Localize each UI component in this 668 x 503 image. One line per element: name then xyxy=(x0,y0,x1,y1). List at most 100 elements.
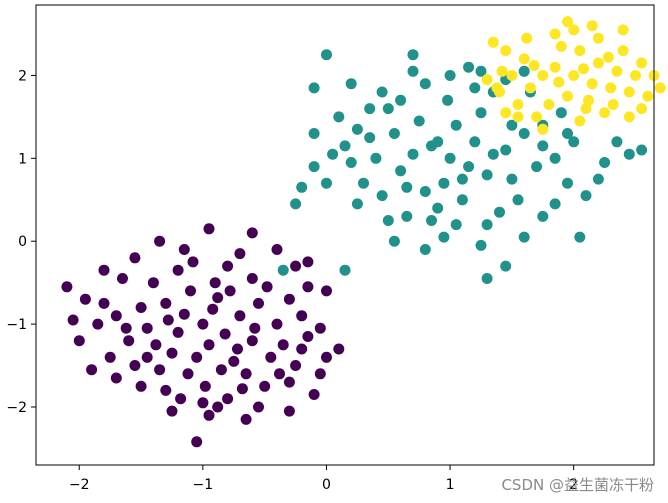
scatter-point xyxy=(110,310,122,322)
scatter-point xyxy=(364,103,376,115)
scatter-point xyxy=(562,128,573,139)
y-tick-label: −2 xyxy=(6,400,27,416)
scatter-point xyxy=(506,119,518,131)
scatter-point xyxy=(370,152,382,164)
scatter-point xyxy=(506,70,518,81)
scatter-point xyxy=(562,177,573,189)
scatter-point xyxy=(426,215,437,226)
scatter-point xyxy=(253,297,264,309)
scatter-point xyxy=(401,210,413,222)
scatter-point xyxy=(265,351,277,363)
scatter-point xyxy=(166,405,178,417)
y-tick-label: 1 xyxy=(18,151,27,167)
scatter-point xyxy=(172,264,184,276)
scatter-point xyxy=(86,364,98,376)
scatter-point xyxy=(549,28,561,40)
scatter-point xyxy=(222,260,234,272)
scatter-point xyxy=(182,368,194,380)
scatter-point xyxy=(215,364,227,376)
y-axis: −2 −1 0 1 2 xyxy=(6,68,36,416)
plot-area xyxy=(36,5,654,465)
scatter-point xyxy=(160,297,172,309)
scatter-point xyxy=(203,339,215,351)
scatter-point xyxy=(562,16,573,28)
x-tick-label: 1 xyxy=(446,477,455,493)
scatter-point xyxy=(203,409,215,421)
scatter-point xyxy=(521,32,533,44)
scatter-point xyxy=(123,335,135,347)
scatter-point xyxy=(549,61,561,73)
scatter-point xyxy=(277,339,289,351)
scatter-point xyxy=(518,53,530,65)
scatter-point xyxy=(333,343,345,355)
scatter-point xyxy=(154,235,166,247)
scatter-point xyxy=(162,314,174,326)
scatter-point xyxy=(92,318,104,330)
scatter-point xyxy=(209,277,221,289)
scatter-point xyxy=(537,210,549,222)
scatter-point xyxy=(578,63,589,75)
scatter-point xyxy=(438,177,450,189)
scatter-point xyxy=(191,351,203,363)
scatter-point xyxy=(611,136,623,148)
scatter-point xyxy=(308,389,320,400)
scatter-point xyxy=(302,331,314,342)
scatter-point xyxy=(240,368,252,380)
scatter-point xyxy=(290,198,302,210)
scatter-point xyxy=(463,161,475,173)
scatter-point xyxy=(481,219,493,231)
scatter-point xyxy=(586,20,598,32)
scatter-point xyxy=(197,397,209,409)
scatter-point xyxy=(135,380,147,392)
scatter-point xyxy=(456,173,468,185)
scatter-point xyxy=(496,65,508,77)
x-tick-label: −1 xyxy=(193,477,214,493)
scatter-point xyxy=(636,57,648,69)
x-tick-label: 0 xyxy=(322,477,331,493)
scatter-point xyxy=(562,90,573,102)
scatter-point xyxy=(574,115,586,127)
scatter-point xyxy=(537,123,549,135)
scatter-point xyxy=(555,107,567,119)
scatter-point xyxy=(175,393,187,405)
cluster-series-2 xyxy=(481,16,666,135)
x-tick-label: 2 xyxy=(569,477,578,493)
scatter-point xyxy=(568,70,580,81)
scatter-point xyxy=(321,351,332,363)
scatter-point xyxy=(197,318,209,330)
scatter-point xyxy=(407,148,419,160)
scatter-point xyxy=(283,376,295,388)
scatter-point xyxy=(481,169,493,181)
scatter-point xyxy=(512,194,524,206)
scatter-point xyxy=(592,173,604,185)
scatter-point xyxy=(388,128,400,139)
scatter-point xyxy=(419,78,431,90)
scatter-point xyxy=(388,235,400,247)
scatter-point xyxy=(636,144,648,156)
scatter-point xyxy=(512,99,524,110)
scatter-point xyxy=(376,86,388,98)
scatter-point xyxy=(524,82,536,94)
scatter-point xyxy=(475,65,487,77)
scatter-point xyxy=(491,82,503,94)
scatter-point xyxy=(191,436,203,448)
scatter-point xyxy=(568,24,580,36)
scatter-point xyxy=(259,380,271,392)
scatter-point xyxy=(432,136,444,148)
scatter-point xyxy=(442,94,454,106)
scatter-point xyxy=(296,310,308,322)
scatter-point xyxy=(321,49,332,61)
scatter-point xyxy=(147,277,159,289)
scatter-point xyxy=(327,148,339,160)
scatter-point xyxy=(531,111,543,123)
scatter-point xyxy=(61,281,73,293)
scatter-point xyxy=(494,206,505,218)
scatter-point xyxy=(537,70,549,81)
scatter-point xyxy=(500,45,512,57)
scatter-point xyxy=(277,264,289,276)
scatter-point xyxy=(450,219,462,231)
scatter-point xyxy=(654,82,666,94)
scatter-point xyxy=(630,70,641,81)
scatter-point xyxy=(642,90,654,102)
scatter-point xyxy=(351,123,363,135)
